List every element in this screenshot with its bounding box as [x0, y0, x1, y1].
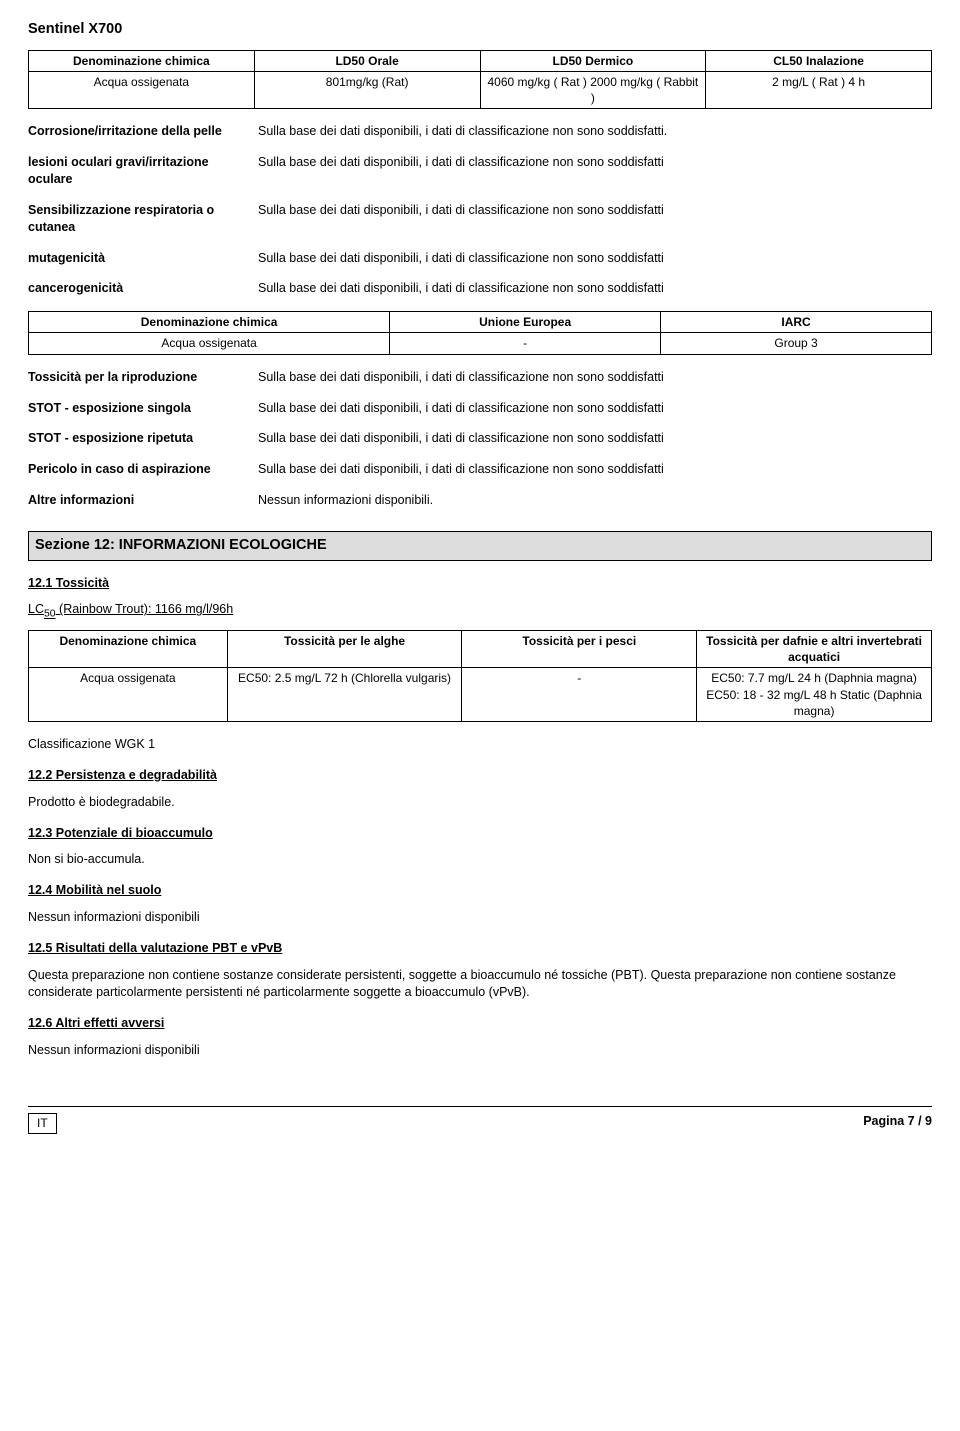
kv1-v3: Sulla base dei dati disponibili, i dati … — [258, 250, 932, 267]
sub-12-4: 12.4 Mobilità nel suolo — [28, 882, 932, 899]
kv2-l4: Altre informazioni — [28, 492, 258, 509]
ld50-table: Denominazione chimica LD50 Orale LD50 De… — [28, 50, 932, 110]
t3-h3: Tossicità per dafnie e altri invertebrat… — [697, 631, 932, 668]
kv1-l2: Sensibilizzazione respiratoria o cutanea — [28, 202, 258, 236]
p-12-4: Nessun informazioni disponibili — [28, 909, 932, 926]
kv1-v2: Sulla base dei dati disponibili, i dati … — [258, 202, 932, 236]
kv1-l4: cancerogenicità — [28, 280, 258, 297]
sub-12-6: 12.6 Altri effetti avversi — [28, 1015, 932, 1032]
t1-c3: 2 mg/L ( Rat ) 4 h — [706, 71, 932, 108]
kv2-v2: Sulla base dei dati disponibili, i dati … — [258, 430, 932, 447]
ecotox-table: Denominazione chimica Tossicità per le a… — [28, 630, 932, 722]
p-12-5: Questa preparazione non contiene sostanz… — [28, 967, 932, 1001]
wgk-classification: Classificazione WGK 1 — [28, 736, 932, 753]
lc50-line: LC50 (Rainbow Trout): 1166 mg/l/96h — [28, 601, 932, 622]
kv2-v0: Sulla base dei dati disponibili, i dati … — [258, 369, 932, 386]
t1-h3: CL50 Inalazione — [706, 50, 932, 71]
page-footer: IT Pagina 7 / 9 — [28, 1106, 932, 1133]
t2-h1: Unione Europea — [390, 312, 661, 333]
kv2-l1: STOT - esposizione singola — [28, 400, 258, 417]
kv1-v0: Sulla base dei dati disponibili, i dati … — [258, 123, 932, 140]
t2-c2: Group 3 — [661, 333, 932, 354]
footer-lang: IT — [28, 1113, 57, 1133]
sub-12-1: 12.1 Tossicità — [28, 575, 932, 592]
hazard-info-block-1: Corrosione/irritazione della pelleSulla … — [28, 123, 932, 297]
t3-h0: Denominazione chimica — [29, 631, 228, 668]
t1-c2: 4060 mg/kg ( Rat ) 2000 mg/kg ( Rabbit ) — [480, 71, 706, 108]
t1-h0: Denominazione chimica — [29, 50, 255, 71]
kv1-l3: mutagenicità — [28, 250, 258, 267]
kv1-l0: Corrosione/irritazione della pelle — [28, 123, 258, 140]
t2-c1: - — [390, 333, 661, 354]
section-12-header: Sezione 12: INFORMAZIONI ECOLOGICHE — [28, 531, 932, 561]
t3-h1: Tossicità per le alghe — [227, 631, 462, 668]
t3-c1: EC50: 2.5 mg/L 72 h (Chlorella vulgaris) — [227, 668, 462, 722]
iarc-table: Denominazione chimica Unione Europea IAR… — [28, 311, 932, 354]
footer-page: Pagina 7 / 9 — [863, 1113, 932, 1133]
sub-12-3: 12.3 Potenziale di bioaccumulo — [28, 825, 932, 842]
t1-c1: 801mg/kg (Rat) — [254, 71, 480, 108]
kv2-l2: STOT - esposizione ripetuta — [28, 430, 258, 447]
kv1-v4: Sulla base dei dati disponibili, i dati … — [258, 280, 932, 297]
t1-h1: LD50 Orale — [254, 50, 480, 71]
p-12-6: Nessun informazioni disponibili — [28, 1042, 932, 1059]
kv1-v1: Sulla base dei dati disponibili, i dati … — [258, 154, 932, 188]
kv1-l1: lesioni oculari gravi/irritazione ocular… — [28, 154, 258, 188]
kv2-v1: Sulla base dei dati disponibili, i dati … — [258, 400, 932, 417]
t3-c0: Acqua ossigenata — [29, 668, 228, 722]
t3-c3: EC50: 7.7 mg/L 24 h (Daphnia magna) EC50… — [697, 668, 932, 722]
p-12-2: Prodotto è biodegradabile. — [28, 794, 932, 811]
t1-h2: LD50 Dermico — [480, 50, 706, 71]
kv2-l3: Pericolo in caso di aspirazione — [28, 461, 258, 478]
hazard-info-block-2: Tossicità per la riproduzioneSulla base … — [28, 369, 932, 509]
t2-c0: Acqua ossigenata — [29, 333, 390, 354]
t2-h0: Denominazione chimica — [29, 312, 390, 333]
t2-h2: IARC — [661, 312, 932, 333]
document-title: Sentinel X700 — [28, 20, 932, 40]
t1-c0: Acqua ossigenata — [29, 71, 255, 108]
sub-12-5: 12.5 Risultati della valutazione PBT e v… — [28, 940, 932, 957]
p-12-3: Non si bio-accumula. — [28, 851, 932, 868]
kv2-v3: Sulla base dei dati disponibili, i dati … — [258, 461, 932, 478]
kv2-v4: Nessun informazioni disponibili. — [258, 492, 932, 509]
t3-h2: Tossicità per i pesci — [462, 631, 697, 668]
kv2-l0: Tossicità per la riproduzione — [28, 369, 258, 386]
t3-c2: - — [462, 668, 697, 722]
sub-12-2: 12.2 Persistenza e degradabilità — [28, 767, 932, 784]
